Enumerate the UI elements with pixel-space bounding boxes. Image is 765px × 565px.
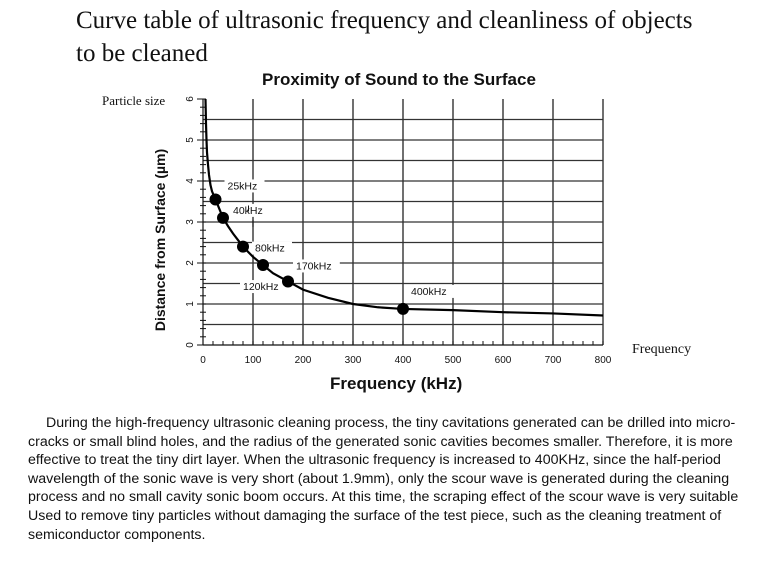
data-point [397, 302, 409, 315]
x-tick-label: 200 [295, 355, 312, 366]
x-tick-label: 800 [595, 355, 612, 366]
x-tick-label: 400 [395, 355, 412, 366]
data-label-bg [230, 203, 270, 217]
y-tick-label: 0 [185, 342, 196, 348]
x-tick-label: 300 [345, 355, 362, 366]
data-label: 25kHz [228, 180, 258, 192]
x-tick-label: 600 [495, 355, 512, 366]
x-tick-label: 500 [445, 355, 462, 366]
description-paragraph: During the high-frequency ultrasonic cle… [28, 415, 739, 543]
data-point [209, 193, 222, 206]
data-label: 400kHz [411, 286, 447, 298]
page-title: Curve table of ultrasonic frequency and … [76, 7, 693, 67]
data-label: 40kHz [233, 205, 263, 217]
data-label-bg [252, 241, 292, 255]
data-label: 120kHz [243, 281, 279, 293]
y-tick-label: 5 [185, 137, 196, 143]
chart: 0 100 200 300 400 500 600 700 800 0 1 2 3 4 5 6 25kHz 40k… [185, 96, 612, 366]
frequency-side-label: Frequency [632, 342, 692, 357]
x-tick-label: 100 [245, 355, 262, 366]
y-tick-label: 4 [185, 178, 196, 184]
y-tick-label: 2 [185, 260, 196, 266]
data-label-bg [408, 284, 455, 298]
data-label-bg [293, 259, 340, 273]
y-tick-label: 1 [185, 301, 196, 307]
x-axis-label: Frequency (kHz) [330, 374, 463, 393]
data-label-bg [240, 280, 287, 294]
y-tick-label: 6 [185, 96, 196, 102]
data-point [282, 275, 294, 288]
chart-title: Proximity of Sound to the Surface [262, 70, 536, 89]
data-label: 170kHz [296, 260, 332, 272]
data-label-bg [224, 179, 265, 193]
particle-size-label: Particle size [102, 93, 166, 108]
data-point [217, 211, 229, 224]
x-tick-label: 0 [200, 355, 206, 366]
data-label: 80kHz [255, 243, 285, 255]
y-tick-label: 3 [185, 219, 196, 225]
x-tick-label: 700 [545, 355, 562, 366]
data-point [237, 240, 249, 253]
data-point [257, 259, 269, 272]
